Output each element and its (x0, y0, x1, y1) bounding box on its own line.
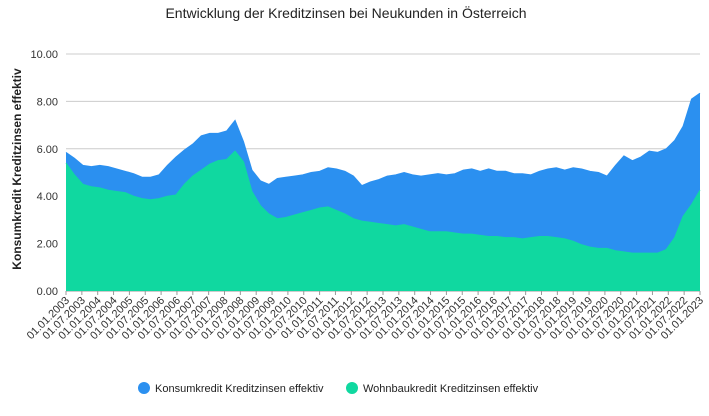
series-line-1 (65, 92, 701, 187)
y-tick-label: 4.00 (37, 191, 58, 203)
y-tick-label: 8.00 (37, 96, 58, 108)
y-tick-label: 2.00 (37, 239, 58, 251)
axes: 0.002.004.006.008.0010.0001.01.200301.07… (25, 49, 706, 342)
chart-title: Entwicklung der Kreditzinsen bei Neukund… (165, 4, 526, 21)
legend-marker (346, 382, 358, 394)
y-tick-label: 6.00 (37, 144, 58, 156)
series-area-2 (66, 151, 700, 291)
y-tick-label: 10.00 (30, 49, 58, 61)
y-tick-label: 0.00 (37, 286, 58, 298)
plot-area (65, 92, 701, 291)
legend-label[interactable]: Wohnbaukredit Kreditzinsen effektiv (363, 383, 539, 395)
legend-marker (138, 382, 150, 394)
y-axis-label: Konsumkredit Kreditzinsen effektiv (10, 68, 24, 270)
legend: Konsumkredit Kreditzinsen effektiv Wohnba… (138, 382, 539, 395)
legend-label[interactable]: Konsumkredit Kreditzinsen effektiv (155, 383, 324, 395)
series-line-2 (65, 150, 701, 254)
